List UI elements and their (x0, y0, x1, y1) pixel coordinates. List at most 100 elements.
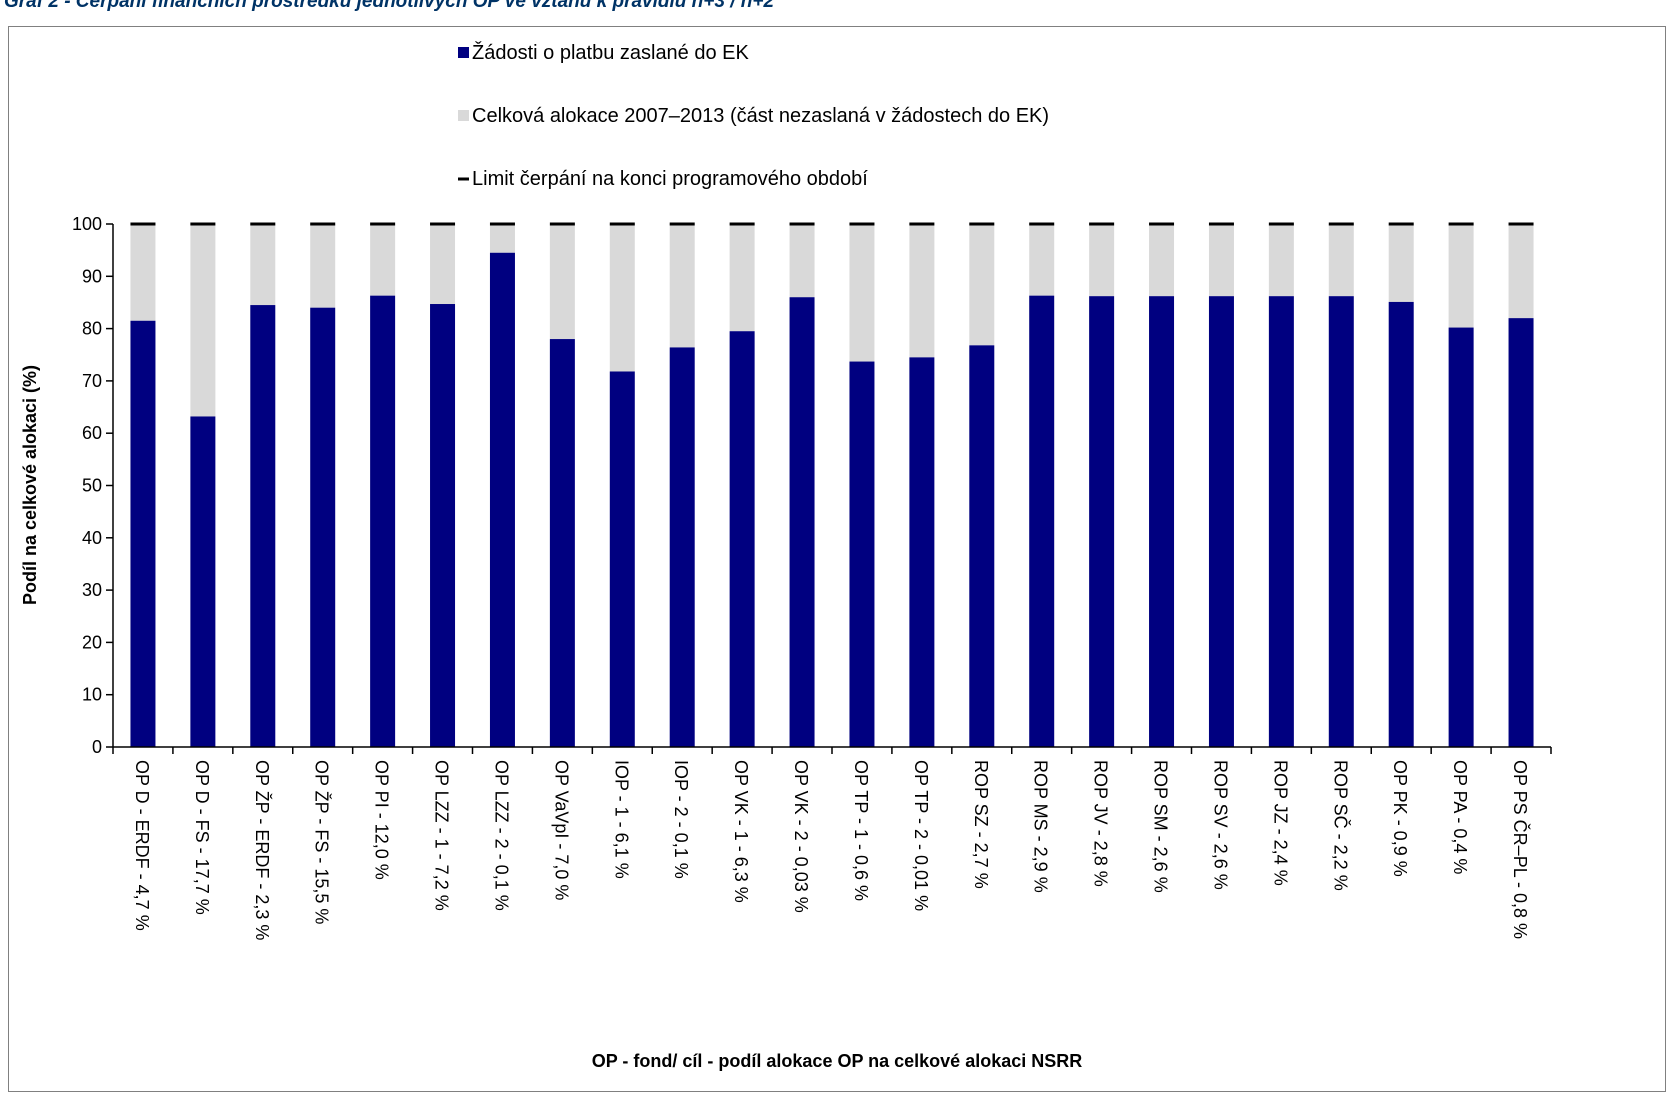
bar-paid-11 (789, 297, 815, 747)
x-tick-labels: OP D - ERDF - 4,7 % OP D - FS - 17,7 % OP … (132, 760, 1531, 940)
limit-marker-11 (789, 222, 815, 226)
bar-unsent-6 (489, 224, 515, 253)
y-tick-label-70: 70 (82, 371, 102, 391)
bar-unsent-4 (370, 224, 396, 296)
limit-marker-1 (190, 222, 216, 226)
x-tick-label-9: IOP - 2 - 0,1 % (671, 760, 691, 879)
limit-marker-19 (1268, 222, 1294, 226)
chart-frame: Žádosti o platbu zaslané do EK Celková al… (8, 26, 1666, 1092)
limit-marker-10 (729, 222, 755, 226)
limit-marker-5 (430, 222, 456, 226)
x-tick-label-2: OP ŽP - ERDF - 2,3 % (252, 760, 272, 940)
legend-swatch-limit (458, 177, 469, 181)
x-tick-label-18: ROP SV - 2,6 % (1210, 760, 1230, 890)
y-axis-label: Podíl na celkové alokaci (%) (20, 365, 40, 605)
x-tick-label-21: OP PK - 0,9 % (1390, 760, 1410, 877)
bar-paid-17 (1149, 296, 1175, 747)
x-tick-label-19: ROP JZ - 2,4 % (1270, 760, 1290, 886)
bar-unsent-22 (1448, 224, 1474, 328)
bar-paid-2 (250, 305, 276, 747)
bar-paid-1 (190, 416, 216, 747)
bar-unsent-23 (1508, 224, 1534, 319)
x-tick-label-23: OP PS ČR–PL - 0,8 % (1510, 760, 1531, 939)
x-tick-label-11: OP VK - 2 - 0,03 % (791, 760, 811, 913)
bar-unsent-12 (849, 224, 875, 362)
bar-paid-7 (549, 339, 575, 747)
x-tick-label-1: OP D - FS - 17,7 % (192, 760, 212, 915)
limit-marker-16 (1089, 222, 1115, 226)
limit-marker-4 (370, 222, 396, 226)
x-tick-label-7: OP VaVpI - 7,0 % (551, 760, 571, 900)
bar-unsent-14 (969, 224, 995, 346)
bar-unsent-16 (1089, 224, 1115, 297)
bar-paid-0 (130, 320, 156, 747)
bar-paid-10 (729, 331, 755, 747)
bar-paid-19 (1268, 296, 1294, 747)
bar-paid-22 (1448, 327, 1474, 747)
limit-marker-13 (909, 222, 935, 226)
bar-unsent-7 (549, 224, 575, 340)
limit-marker-20 (1328, 222, 1354, 226)
bar-unsent-0 (130, 224, 156, 321)
y-tick-label-80: 80 (82, 319, 102, 339)
x-tick-label-6: OP LZZ - 2 - 0,1 % (491, 760, 511, 911)
x-tick-label-17: ROP SM - 2,6 % (1151, 760, 1171, 893)
bar-unsent-5 (430, 224, 456, 305)
bar-unsent-8 (609, 224, 635, 372)
bar-unsent-15 (1029, 224, 1055, 296)
bar-paid-20 (1328, 296, 1354, 747)
x-tick-label-16: ROP JV - 2,8 % (1091, 760, 1111, 887)
x-tick-label-5: OP LZZ - 1 - 7,2 % (432, 760, 452, 911)
legend-swatch-1 (458, 110, 469, 121)
x-axis-label: OP - fond/ cíl - podíl alokace OP na cel… (592, 1051, 1083, 1071)
x-tick-label-15: ROP MS - 2,9 % (1031, 760, 1051, 893)
x-tick-label-22: OP PA - 0,4 % (1450, 760, 1470, 874)
x-tick-label-20: ROP SČ - 2,2 % (1330, 760, 1351, 891)
bar-unsent-19 (1268, 224, 1294, 297)
limit-marker-7 (549, 222, 575, 226)
y-tick-label-50: 50 (82, 476, 102, 496)
bar-paid-8 (609, 371, 635, 747)
bars (130, 222, 1534, 747)
bar-unsent-11 (789, 224, 815, 298)
bar-unsent-2 (250, 224, 276, 306)
limit-marker-9 (669, 222, 695, 226)
limit-marker-22 (1448, 222, 1474, 226)
limit-marker-2 (250, 222, 276, 226)
bar-unsent-20 (1328, 224, 1354, 297)
x-tick-label-14: ROP SZ - 2,7 % (971, 760, 991, 889)
y-tick-label-10: 10 (82, 685, 102, 705)
bar-paid-23 (1508, 318, 1534, 747)
y-tick-label-20: 20 (82, 632, 102, 652)
x-tick-label-10: OP VK - 1 - 6,3 % (731, 760, 751, 903)
bar-unsent-3 (310, 224, 336, 308)
bar-unsent-13 (909, 224, 935, 358)
bar-unsent-18 (1208, 224, 1234, 297)
limit-marker-23 (1508, 222, 1534, 226)
bar-paid-18 (1208, 296, 1234, 747)
limit-marker-18 (1208, 222, 1234, 226)
x-tick-label-8: IOP - 1 - 6,1 % (611, 760, 631, 879)
y-tick-label-90: 90 (82, 266, 102, 286)
y-tick-label-0: 0 (92, 737, 102, 757)
limit-marker-8 (609, 222, 635, 226)
bar-unsent-10 (729, 224, 755, 332)
limit-marker-6 (489, 222, 515, 226)
limit-marker-14 (969, 222, 995, 226)
y-tick-label-40: 40 (82, 528, 102, 548)
y-tick-label-100: 100 (72, 214, 102, 234)
x-tick-label-13: OP TP - 2 - 0,01 % (911, 760, 931, 911)
limit-marker-21 (1388, 222, 1414, 226)
bar-unsent-1 (190, 224, 216, 417)
bar-paid-3 (310, 307, 336, 747)
limit-marker-12 (849, 222, 875, 226)
x-tick-label-12: OP TP - 1 - 0,6 % (851, 760, 871, 901)
legend: Žádosti o platbu zaslané do EK Celková al… (458, 41, 1049, 190)
y-tick-label-60: 60 (82, 423, 102, 443)
y-tick-label-30: 30 (82, 580, 102, 600)
legend-label-0: Žádosti o platbu zaslané do EK (472, 41, 750, 64)
legend-label-2: Limit čerpání na konci programového obdo… (472, 168, 868, 190)
legend-label-1: Celková alokace 2007–2013 (část nezaslan… (472, 105, 1049, 127)
bar-paid-21 (1388, 301, 1414, 747)
bar-paid-16 (1089, 296, 1115, 747)
